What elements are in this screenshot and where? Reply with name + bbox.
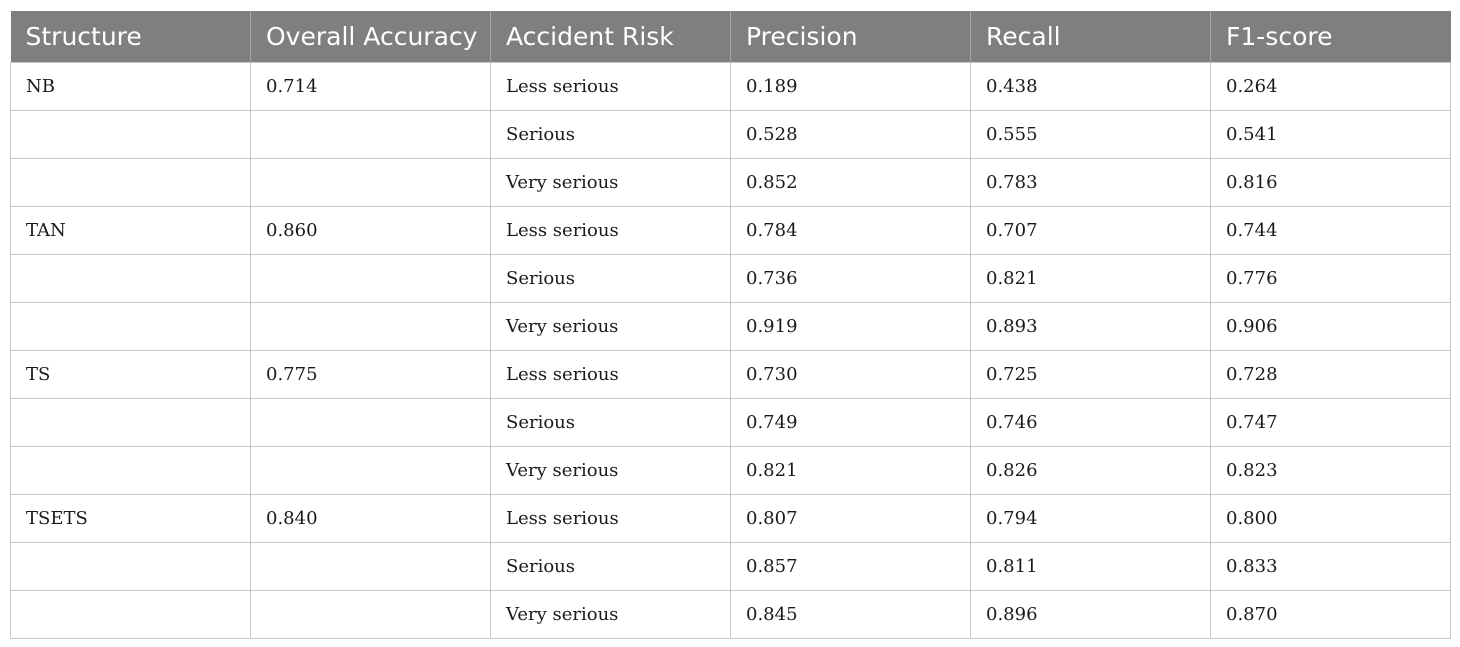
table-row: Very serious 0.919 0.893 0.906 xyxy=(10,301,1451,351)
header-accident-risk: Accident Risk xyxy=(490,11,731,62)
cell-accident-risk: Less serious xyxy=(490,61,731,111)
cell-structure xyxy=(10,301,251,351)
cell-overall-accuracy xyxy=(250,541,491,591)
cell-overall-accuracy xyxy=(250,157,491,207)
cell-recall: 0.555 xyxy=(970,109,1211,159)
header-row: Structure Overall Accuracy Accident Risk… xyxy=(10,11,1451,62)
cell-precision: 0.749 xyxy=(730,397,971,447)
cell-precision: 0.821 xyxy=(730,445,971,495)
cell-precision: 0.736 xyxy=(730,253,971,303)
cell-overall-accuracy: 0.714 xyxy=(250,61,491,111)
cell-recall: 0.896 xyxy=(970,589,1211,639)
header-recall: Recall xyxy=(970,11,1211,62)
table-row: Serious 0.528 0.555 0.541 xyxy=(10,109,1451,159)
cell-precision: 0.919 xyxy=(730,301,971,351)
cell-f1-score: 0.816 xyxy=(1210,157,1451,207)
cell-structure xyxy=(10,157,251,207)
table-row: TSETS 0.840 Less serious 0.807 0.794 0.800 xyxy=(10,493,1451,543)
cell-accident-risk: Less serious xyxy=(490,205,731,255)
cell-overall-accuracy: 0.775 xyxy=(250,349,491,399)
cell-recall: 0.893 xyxy=(970,301,1211,351)
cell-recall: 0.794 xyxy=(970,493,1211,543)
cell-accident-risk: Serious xyxy=(490,397,731,447)
cell-overall-accuracy xyxy=(250,445,491,495)
cell-f1-score: 0.747 xyxy=(1210,397,1451,447)
cell-recall: 0.811 xyxy=(970,541,1211,591)
cell-recall: 0.746 xyxy=(970,397,1211,447)
cell-structure xyxy=(10,397,251,447)
cell-recall: 0.725 xyxy=(970,349,1211,399)
cell-structure xyxy=(10,109,251,159)
cell-f1-score: 0.776 xyxy=(1210,253,1451,303)
table-row: TS 0.775 Less serious 0.730 0.725 0.728 xyxy=(10,349,1451,399)
cell-overall-accuracy xyxy=(250,301,491,351)
cell-structure: TAN xyxy=(10,205,251,255)
cell-structure xyxy=(10,589,251,639)
cell-accident-risk: Less serious xyxy=(490,349,731,399)
cell-structure xyxy=(10,445,251,495)
cell-precision: 0.845 xyxy=(730,589,971,639)
cell-structure: NB xyxy=(10,61,251,111)
cell-f1-score: 0.833 xyxy=(1210,541,1451,591)
cell-structure xyxy=(10,253,251,303)
cell-accident-risk: Very serious xyxy=(490,589,731,639)
cell-f1-score: 0.264 xyxy=(1210,61,1451,111)
table-row: Serious 0.749 0.746 0.747 xyxy=(10,397,1451,447)
cell-accident-risk: Serious xyxy=(490,541,731,591)
cell-f1-score: 0.728 xyxy=(1210,349,1451,399)
header-structure: Structure xyxy=(10,11,251,62)
table-row: Very serious 0.845 0.896 0.870 xyxy=(10,589,1451,639)
header-precision: Precision xyxy=(730,11,971,62)
cell-accident-risk: Very serious xyxy=(490,445,731,495)
cell-overall-accuracy: 0.860 xyxy=(250,205,491,255)
results-table-container: Structure Overall Accuracy Accident Risk… xyxy=(10,11,1451,639)
table-row: Very serious 0.852 0.783 0.816 xyxy=(10,157,1451,207)
cell-overall-accuracy: 0.840 xyxy=(250,493,491,543)
cell-recall: 0.826 xyxy=(970,445,1211,495)
table-body: NB 0.714 Less serious 0.189 0.438 0.264 Seriou… xyxy=(10,61,1451,639)
cell-accident-risk: Less serious xyxy=(490,493,731,543)
cell-overall-accuracy xyxy=(250,589,491,639)
table-row: Serious 0.736 0.821 0.776 xyxy=(10,253,1451,303)
cell-f1-score: 0.906 xyxy=(1210,301,1451,351)
cell-recall: 0.783 xyxy=(970,157,1211,207)
table-row: Serious 0.857 0.811 0.833 xyxy=(10,541,1451,591)
cell-precision: 0.730 xyxy=(730,349,971,399)
results-table: Structure Overall Accuracy Accident Risk… xyxy=(10,11,1451,639)
cell-f1-score: 0.800 xyxy=(1210,493,1451,543)
cell-accident-risk: Very serious xyxy=(490,301,731,351)
cell-f1-score: 0.744 xyxy=(1210,205,1451,255)
cell-recall: 0.707 xyxy=(970,205,1211,255)
cell-f1-score: 0.870 xyxy=(1210,589,1451,639)
cell-precision: 0.189 xyxy=(730,61,971,111)
table-header: Structure Overall Accuracy Accident Risk… xyxy=(10,11,1451,62)
cell-precision: 0.784 xyxy=(730,205,971,255)
cell-recall: 0.821 xyxy=(970,253,1211,303)
cell-structure: TS xyxy=(10,349,251,399)
cell-accident-risk: Very serious xyxy=(490,157,731,207)
cell-precision: 0.528 xyxy=(730,109,971,159)
header-overall-accuracy: Overall Accuracy xyxy=(250,11,491,62)
cell-structure: TSETS xyxy=(10,493,251,543)
table-row: Very serious 0.821 0.826 0.823 xyxy=(10,445,1451,495)
cell-precision: 0.852 xyxy=(730,157,971,207)
cell-overall-accuracy xyxy=(250,253,491,303)
cell-structure xyxy=(10,541,251,591)
cell-f1-score: 0.541 xyxy=(1210,109,1451,159)
cell-f1-score: 0.823 xyxy=(1210,445,1451,495)
cell-accident-risk: Serious xyxy=(490,109,731,159)
cell-precision: 0.807 xyxy=(730,493,971,543)
table-row: TAN 0.860 Less serious 0.784 0.707 0.744 xyxy=(10,205,1451,255)
table-row: NB 0.714 Less serious 0.189 0.438 0.264 xyxy=(10,61,1451,111)
cell-overall-accuracy xyxy=(250,109,491,159)
cell-overall-accuracy xyxy=(250,397,491,447)
cell-accident-risk: Serious xyxy=(490,253,731,303)
header-f1-score: F1-score xyxy=(1210,11,1451,62)
cell-recall: 0.438 xyxy=(970,61,1211,111)
cell-precision: 0.857 xyxy=(730,541,971,591)
